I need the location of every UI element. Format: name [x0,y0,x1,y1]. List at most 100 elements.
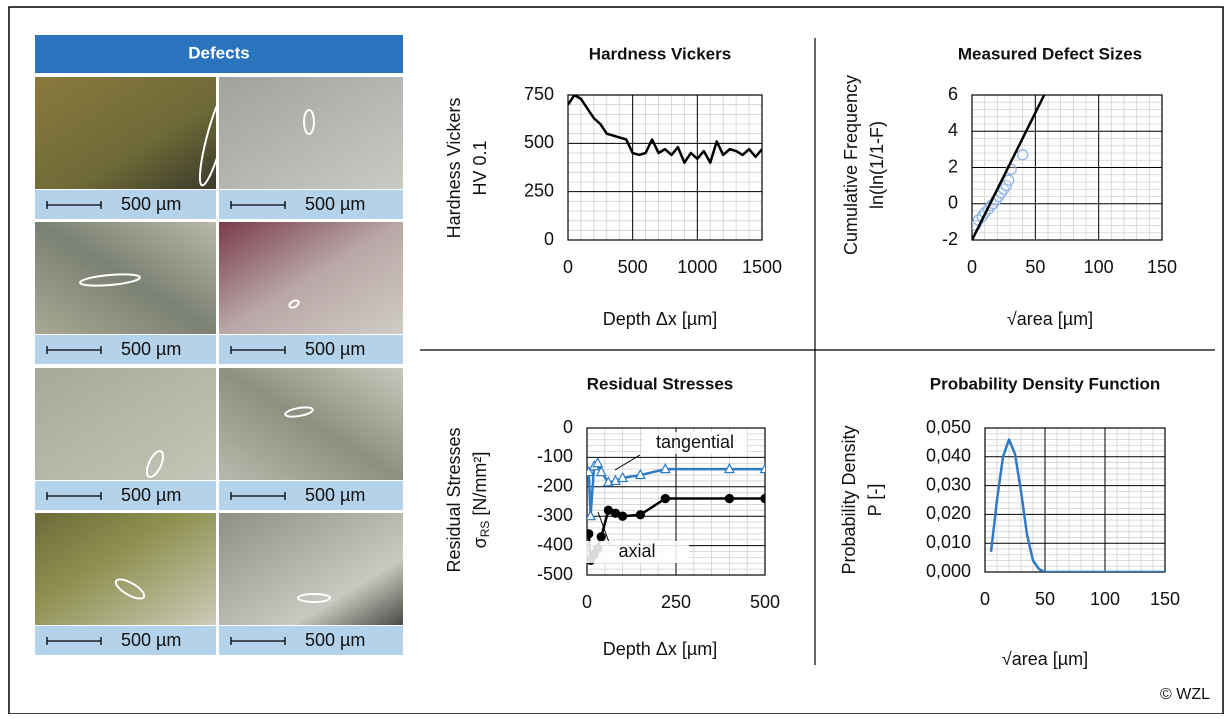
x-tick-label: 0 [967,257,977,277]
x-tick-label: 1500 [742,257,782,277]
scale-bar [230,637,286,645]
y-axis-label: HV 0.1 [470,140,490,195]
y-axis-unit: [N/mm²] [470,452,490,521]
x-tick-label: 0 [980,589,990,609]
y-axis-label: Hardness Vickers [444,98,464,239]
defect-marker [114,578,146,600]
x-tick-label: 0 [582,592,592,612]
y-axis-label: P [-] [865,484,885,517]
y-tick-label: 4 [948,120,958,140]
data-point [634,468,646,480]
y-tick-label: 0,000 [926,561,971,581]
defects-title: Defects [188,43,249,62]
data-point [659,462,671,474]
series-label: tangential [656,432,734,452]
scale-bar [46,346,102,354]
y-tick-label: 0,050 [926,417,971,437]
y-axis-label: Residual Stresses [444,427,464,572]
y-axis-label: Cumulative Frequency [841,75,861,255]
data-point [587,529,594,539]
y-tick-label: -100 [537,446,573,466]
x-tick-label: 500 [750,592,780,612]
y-axis-label: Probability Density [839,425,859,574]
y-tick-label: -2 [942,229,958,249]
scale-label: 500 µm [121,194,181,214]
data-point [602,476,614,487]
scale-bar [230,492,286,500]
data-point [635,510,646,520]
y-axis-label: σRS [N/mm²] [470,452,492,549]
x-axis-label: √area [µm] [1007,309,1093,329]
defects-header [35,35,403,73]
data-line [587,462,765,518]
y-tick-label: -300 [537,505,573,525]
micrograph [35,222,216,334]
data-line [972,95,1046,240]
data-point [587,465,595,477]
micrograph [35,368,216,480]
y-tick-label: -400 [537,534,573,554]
callout-line [614,454,641,471]
chart-title: Probability Density Function [930,374,1160,393]
chart-title: Measured Defect Sizes [958,44,1142,63]
micrograph [35,513,216,625]
data-point [617,511,628,521]
x-tick-label: 1000 [677,257,717,277]
defect-marker [284,406,314,418]
data-point [1017,149,1029,161]
y-tick-label: -500 [537,564,573,584]
micrograph [219,222,403,334]
scale-bar [46,492,102,500]
defect-marker [145,450,165,478]
defect-marker [79,273,141,287]
micrograph [219,368,403,480]
y-tick-label: 0,030 [926,474,971,494]
y-tick-label: -200 [537,476,573,496]
y-tick-label: 2 [948,156,958,176]
y-tick-label: 500 [524,132,554,152]
scale-bar [46,637,102,645]
data-point [724,493,735,504]
scale-bar [230,346,286,354]
x-tick-label: 0 [563,257,573,277]
defect-marker [297,593,331,603]
x-tick-label: 100 [1084,257,1114,277]
plot-frame [567,94,763,241]
defect-marker [288,299,300,309]
data-point [587,509,597,521]
callout-line [597,511,611,546]
x-tick-label: 50 [1025,257,1045,277]
x-axis-label: Depth Δx [µm] [603,639,717,659]
micrograph [35,77,216,189]
x-tick-label: 50 [1035,589,1055,609]
data-point [595,465,607,477]
data-point [723,462,735,474]
data-point [1000,179,1012,192]
data-point [660,493,670,504]
y-tick-label: 0 [948,193,958,213]
data-point [759,462,765,474]
y-tick-label: 0 [563,417,573,437]
scale-label: 500 µm [305,339,365,359]
plot-area [972,95,1046,240]
defect-images: 500 µm 500 µm 500 µm 500 µm 500 µm 500 µm 500 … [35,77,403,655]
data-point [760,493,765,504]
y-axis-label: ln(ln(1/1-F) [867,121,887,209]
scale-label: 500 µm [305,194,365,214]
scale-label: 500 µm [121,630,181,650]
scale-label: 500 µm [121,485,181,505]
x-tick-label: 500 [618,257,648,277]
data-point [1003,174,1015,186]
scale-label: 500 µm [305,630,365,650]
y-tick-label: 0,010 [926,532,971,552]
y-tick-label: 0,040 [926,446,971,466]
x-axis-label: Depth Δx [µm] [603,309,717,329]
x-tick-label: 150 [1150,589,1180,609]
y-tick-label: 0 [544,229,554,249]
plot-area [568,95,762,164]
data-point [592,456,604,468]
data-point [596,532,606,542]
credit: © WZL [1160,686,1210,703]
micrograph [219,513,403,625]
y-axis-symbol: σ [470,537,490,548]
